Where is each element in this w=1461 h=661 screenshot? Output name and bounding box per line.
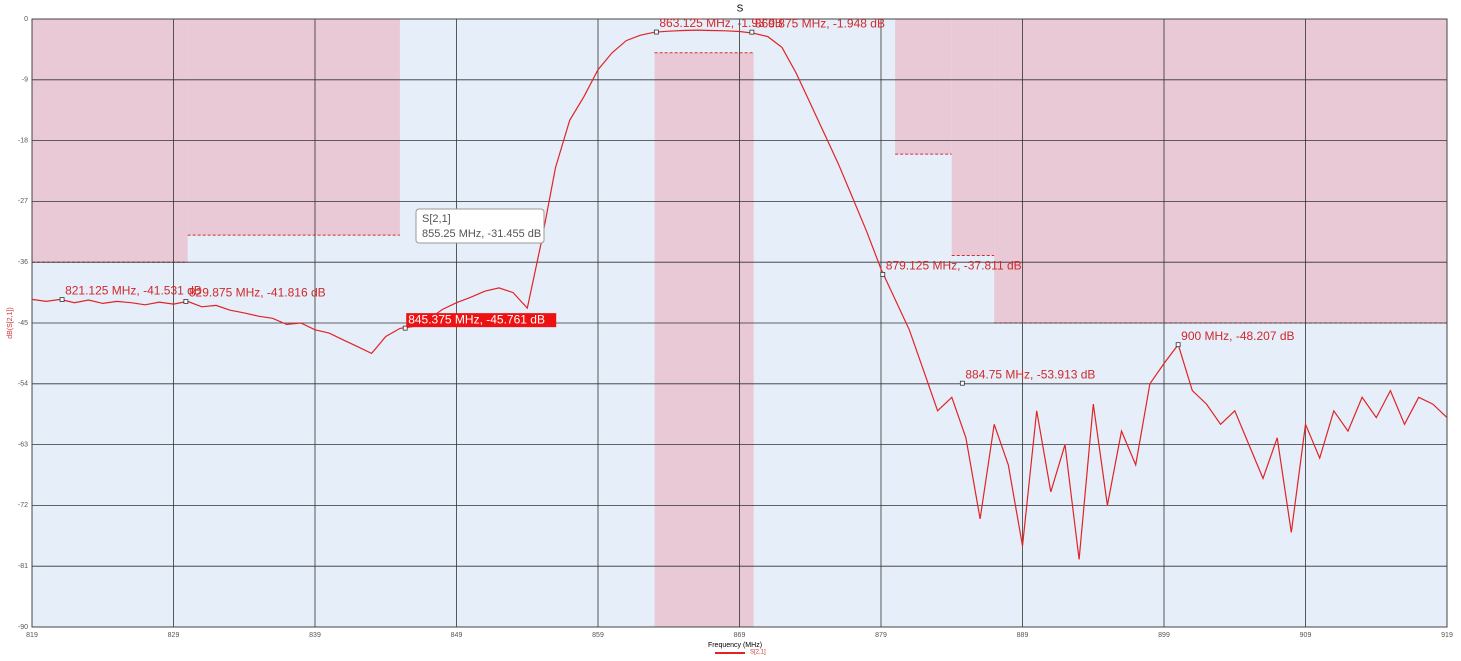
tooltip-text: 855.25 MHz, -31.455 dB <box>422 228 541 240</box>
mask-region <box>654 52 754 628</box>
marker <box>653 29 659 35</box>
chart-title: S <box>737 4 744 15</box>
marker-label: 845.375 MHz, -45.761 dB <box>408 312 545 326</box>
marker-label: 829.875 MHz, -41.816 dB <box>189 286 326 300</box>
marker <box>749 29 755 35</box>
marker <box>1175 342 1181 348</box>
mask-region <box>951 19 995 256</box>
marker <box>59 297 65 302</box>
marker-label: 884.75 MHz, -53.913 dB <box>965 367 1095 381</box>
y-tick-label: -90 <box>18 624 28 631</box>
x-axis-label: Frequency (MHz) <box>708 642 762 649</box>
x-tick-label: 859 <box>592 632 604 639</box>
x-tick-label: 839 <box>309 632 321 639</box>
marker <box>880 272 886 277</box>
y-tick-label: -27 <box>18 198 28 205</box>
y-axis-label: dB(S[2,1]) <box>7 307 14 339</box>
tooltip-box <box>415 208 545 244</box>
marker <box>402 325 408 331</box>
y-tick-label: -54 <box>18 381 28 388</box>
x-tick-label: 869 <box>734 632 746 639</box>
x-tick-label: 919 <box>1441 632 1453 639</box>
x-tick-label: 849 <box>451 632 463 639</box>
tooltip-title: S[2,1] <box>422 213 451 225</box>
marker-label: 863.125 MHz, -1.93 dB <box>659 16 782 30</box>
y-tick-label: 0 <box>24 16 28 23</box>
y-tick-label: -9 <box>22 77 28 84</box>
marker-label: 821.125 MHz, -41.531 dB <box>65 284 202 298</box>
tooltip: S[2,1] 855.25 MHz, -31.455 dB <box>415 208 545 244</box>
marker-label: 900 MHz, -48.207 dB <box>1181 329 1294 343</box>
marker <box>183 299 189 304</box>
plot-frame <box>31 18 1448 628</box>
mask-region <box>994 19 1447 323</box>
y-tick-label: -36 <box>18 259 28 266</box>
y-tick-label: -81 <box>18 563 28 570</box>
y-tick-label: -63 <box>18 441 28 448</box>
y-tick-label: -18 <box>18 137 28 144</box>
x-tick-label: 899 <box>1158 632 1170 639</box>
marker-label: 869.875 MHz, -1.948 dB <box>755 16 885 30</box>
y-tick-label: -72 <box>18 502 28 509</box>
x-tick-label: 829 <box>168 632 180 639</box>
y-tick-label: -45 <box>18 320 28 327</box>
marker <box>959 380 965 386</box>
x-tick-label: 889 <box>1017 632 1029 639</box>
marker-label-bg <box>406 313 557 328</box>
series-line <box>31 29 1448 560</box>
x-tick-label: 819 <box>26 632 38 639</box>
legend-label: S[2,1] <box>750 650 766 656</box>
mask-region <box>895 19 952 155</box>
marker-label: 879.125 MHz, -37.811 dB <box>886 259 1022 273</box>
x-tick-label: 879 <box>875 632 887 639</box>
x-tick-label: 909 <box>1300 632 1312 639</box>
mask-region <box>187 19 400 236</box>
